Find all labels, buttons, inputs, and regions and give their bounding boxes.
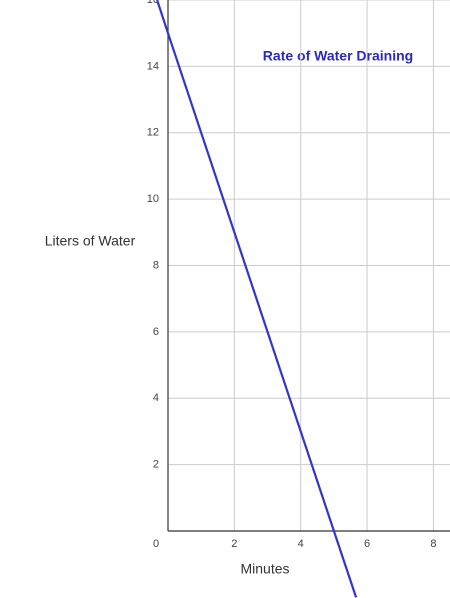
x-axis-label: Minutes	[240, 561, 289, 577]
y-tick-label: 6	[153, 326, 159, 338]
y-tick-label: 16	[147, 0, 159, 6]
y-tick-label: 8	[153, 259, 159, 271]
x-tick-label: 6	[364, 538, 370, 550]
chart-title: Rate of Water Draining	[263, 48, 413, 64]
x-tick-label: 8	[430, 538, 436, 550]
data-line	[156, 0, 358, 598]
y-tick-label: 12	[147, 127, 159, 139]
y-tick-label: 14	[147, 60, 159, 72]
y-axis-label: Liters of Water	[45, 233, 136, 249]
y-tick-label: 10	[147, 193, 159, 205]
x-tick-label: 2	[231, 538, 237, 550]
x-tick-label: 4	[298, 538, 304, 550]
y-tick-label: 4	[153, 392, 159, 404]
y-tick-label: 2	[153, 459, 159, 471]
x-tick-label: 0	[153, 538, 159, 550]
